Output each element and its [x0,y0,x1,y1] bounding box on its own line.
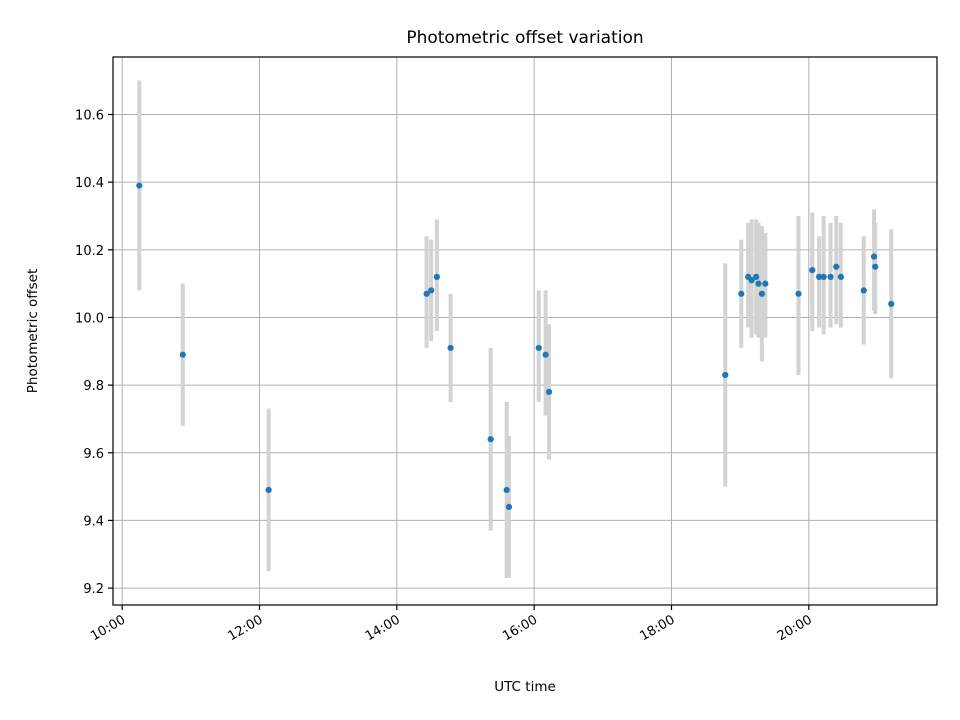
y-tick-label: 9.6 [83,447,104,462]
data-point [870,253,878,260]
data-point [816,273,823,280]
data-point [827,273,834,280]
data-point [447,344,454,352]
y-tick-label: 10.0 [75,311,104,326]
data-point [860,287,867,294]
data-point [758,290,766,297]
data-point [423,290,430,297]
data-point [837,273,844,280]
grid [113,57,937,605]
data-point [820,273,827,280]
y-tick-label: 9.4 [83,514,104,529]
data-point [888,300,895,308]
y-axis-ticks: 9.2 9.4 9.6 9.8 10.0 10.2 10.4 10.6 [75,109,113,597]
y-axis-label: Photometric offset [25,269,41,393]
data-point [535,344,542,352]
data-point [136,182,143,189]
data-point [433,273,440,280]
data-points [136,182,895,511]
x-axis-label: UTC time [494,679,556,695]
data-point [753,273,760,280]
plot-frame [112,56,938,606]
y-tick-label: 10.6 [75,109,104,124]
data-point [179,351,186,358]
y-tick-label: 10.4 [75,176,104,191]
data-point [762,280,769,287]
data-point [487,436,494,443]
data-point [795,290,802,297]
data-point [428,287,435,294]
data-point [722,371,729,379]
y-tick-label: 9.2 [83,582,104,597]
y-tick-label: 10.2 [75,244,104,259]
data-point [545,388,553,395]
data-point [505,503,513,511]
data-point [738,290,745,297]
data-point [872,263,879,270]
data-point [503,486,510,494]
data-point [542,351,549,358]
y-tick-label: 9.8 [83,379,104,394]
data-point [809,267,816,274]
data-point [748,277,755,284]
data-point [755,280,762,287]
data-point [833,263,840,270]
chart-title: Photometric offset variation [406,28,643,48]
data-point [265,486,272,494]
